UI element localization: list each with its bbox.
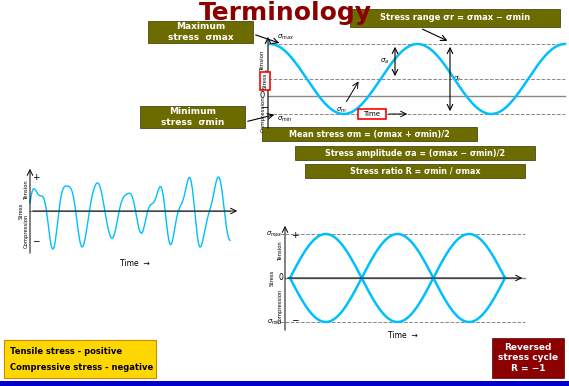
Text: Time  →: Time → [387, 332, 418, 340]
Text: +: + [32, 173, 40, 183]
Text: Compression: Compression [278, 289, 282, 323]
Text: $\sigma_r$: $\sigma_r$ [453, 74, 461, 84]
Text: Compression: Compression [23, 214, 28, 248]
Text: −: − [291, 315, 299, 325]
Text: $\sigma_{max}$: $\sigma_{max}$ [277, 33, 294, 42]
Bar [305, 164, 525, 178]
Text: 0: 0 [259, 91, 265, 100]
Text: Compressive stress - negative: Compressive stress - negative [10, 364, 153, 372]
Text: +: + [291, 232, 299, 240]
Text: Time  →: Time → [120, 259, 150, 267]
Bar [140, 106, 245, 128]
Bar [260, 72, 270, 90]
Bar [262, 127, 477, 141]
Bar [0, 381, 569, 386]
Text: Stress: Stress [19, 203, 23, 219]
Text: +: + [261, 69, 269, 79]
Text: Tensile stress - positive: Tensile stress - positive [10, 347, 122, 356]
Text: Stress: Stress [262, 73, 267, 89]
Text: −: − [32, 237, 40, 245]
Text: $\sigma_a$: $\sigma_a$ [380, 57, 389, 66]
Bar [4, 340, 156, 378]
Text: Mean stress σm = (σmax + σmin)/2: Mean stress σm = (σmax + σmin)/2 [289, 129, 450, 139]
Bar [492, 338, 564, 378]
Text: Compression: Compression [261, 96, 266, 132]
Bar [148, 21, 253, 43]
Text: Terminology: Terminology [199, 1, 372, 25]
Text: $\sigma_{max}$: $\sigma_{max}$ [266, 229, 282, 239]
Text: Stress amplitude σa = (σmax − σmin)/2: Stress amplitude σa = (σmax − σmin)/2 [325, 149, 505, 157]
Text: Maximum
stress  σmax: Maximum stress σmax [168, 22, 233, 42]
Text: $\sigma_{min}$: $\sigma_{min}$ [267, 317, 282, 327]
Text: Time: Time [364, 111, 381, 117]
Text: Minimum
stress  σmin: Minimum stress σmin [161, 107, 224, 127]
Text: Stress ratio R = σmin / σmax: Stress ratio R = σmin / σmax [350, 166, 480, 176]
Text: Tension: Tension [23, 179, 28, 199]
Text: $\sigma_m$: $\sigma_m$ [336, 106, 347, 115]
Text: Tension: Tension [261, 51, 266, 71]
Text: Reversed
stress cycle
R = −1: Reversed stress cycle R = −1 [498, 343, 558, 373]
Text: $\sigma_{min}$: $\sigma_{min}$ [277, 115, 292, 124]
Text: −: − [261, 103, 269, 113]
Bar [295, 146, 535, 160]
Bar [358, 109, 386, 119]
Text: Tension: Tension [278, 240, 282, 260]
Bar [350, 9, 560, 27]
Text: Stress range σr = σmax − σmin: Stress range σr = σmax − σmin [380, 14, 530, 22]
Text: Stress: Stress [270, 270, 274, 286]
Text: 0: 0 [278, 274, 283, 283]
